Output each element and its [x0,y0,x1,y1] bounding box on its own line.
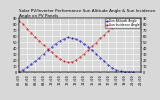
Legend: Sun Altitude Angle, Sun Incidence Angle: Sun Altitude Angle, Sun Incidence Angle [105,18,140,28]
Text: Solar PV/Inverter Performance Sun Altitude Angle & Sun Incidence Angle on PV Pan: Solar PV/Inverter Performance Sun Altitu… [19,9,156,18]
